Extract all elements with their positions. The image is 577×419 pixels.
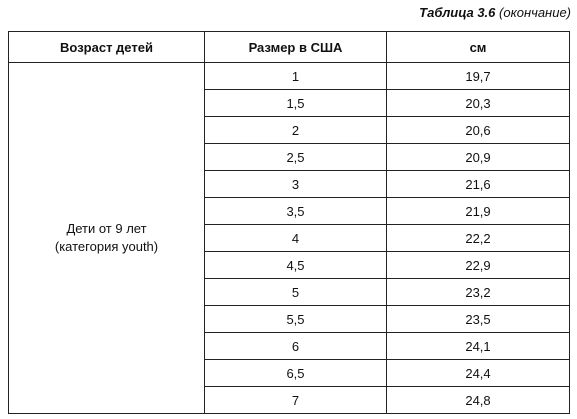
us-size-cell: 1 <box>204 62 387 90</box>
cm-cell: 23,2 <box>386 278 570 306</box>
size-table: Возраст детей Размер в США см Дети от 9 … <box>8 31 570 414</box>
us-size-cell: 7 <box>204 386 387 414</box>
header-us-size: Размер в США <box>204 31 387 63</box>
cm-cell: 20,3 <box>386 89 570 117</box>
table-row: 5 23,2 <box>9 278 570 306</box>
cm-cell: 24,1 <box>386 332 570 360</box>
table-row: 4 22,2 <box>9 224 570 252</box>
cm-cell: 23,5 <box>386 305 570 333</box>
cm-cell: 20,6 <box>386 116 570 144</box>
age-group-label: Дети от 9 лет <box>66 221 147 236</box>
table-body: Дети от 9 лет (категория youth) 1 19,7 1,5 20… <box>8 62 570 414</box>
table-row: 2,5 20,9 <box>9 143 570 171</box>
age-group-cell: Дети от 9 лет (категория youth) <box>8 62 205 414</box>
us-size-cell: 6 <box>204 332 387 360</box>
table-row: 6 24,1 <box>9 332 570 360</box>
table-row: Дети от 9 лет (категория youth) 1 19,7 <box>8 62 570 414</box>
table-caption-note: (окончание) <box>499 5 571 20</box>
us-size-cell: 4 <box>204 224 387 252</box>
table-row: 3,5 21,9 <box>9 197 570 225</box>
table-header-row: Возраст детей Размер в США см <box>8 31 570 63</box>
table-number: Таблица 3.6 <box>419 5 496 20</box>
table-row: 1,5 20,3 <box>9 89 570 117</box>
us-size-cell: 3 <box>204 170 387 198</box>
cm-cell: 19,7 <box>386 62 570 90</box>
us-size-cell: 5,5 <box>204 305 387 333</box>
us-size-cell: 5 <box>204 278 387 306</box>
cm-cell: 21,9 <box>386 197 570 225</box>
table-row: 5,5 23,5 <box>9 305 570 333</box>
us-size-cell: 2,5 <box>204 143 387 171</box>
table-row: 4,5 22,9 <box>9 251 570 279</box>
table-caption: Таблица 3.6 (окончание) <box>419 5 571 20</box>
cm-cell: 24,8 <box>386 386 570 414</box>
cm-cell: 21,6 <box>386 170 570 198</box>
us-size-cell: 1,5 <box>204 89 387 117</box>
age-group-category: (категория youth) <box>54 239 159 254</box>
header-age: Возраст детей <box>8 31 205 63</box>
cm-cell: 22,9 <box>386 251 570 279</box>
us-size-cell: 3,5 <box>204 197 387 225</box>
header-cm: см <box>386 31 570 63</box>
table-row: 6,5 24,4 <box>9 359 570 387</box>
cm-cell: 20,9 <box>386 143 570 171</box>
cm-cell: 24,4 <box>386 359 570 387</box>
us-size-cell: 2 <box>204 116 387 144</box>
cm-cell: 22,2 <box>386 224 570 252</box>
us-size-cell: 6,5 <box>204 359 387 387</box>
us-size-cell: 4,5 <box>204 251 387 279</box>
table-row: 3 21,6 <box>9 170 570 198</box>
table-row: 7 24,8 <box>9 386 570 414</box>
